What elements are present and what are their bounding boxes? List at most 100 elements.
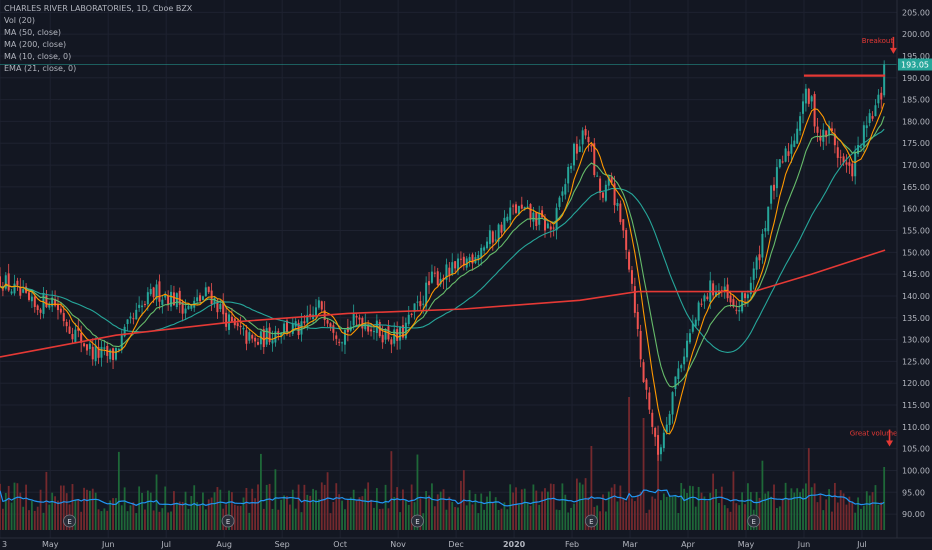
volume-bar — [22, 506, 25, 530]
volume-bar — [590, 446, 593, 530]
candle-body — [512, 205, 515, 207]
x-tick-label: Jun — [101, 540, 115, 549]
candle-body — [642, 362, 645, 382]
volume-bar — [657, 453, 659, 530]
volume-bar — [804, 483, 807, 530]
earnings-marker-label: E — [589, 518, 593, 526]
candle-body — [793, 140, 796, 147]
candle-body — [367, 324, 370, 332]
volume-bar — [549, 483, 552, 530]
volume-bar — [718, 503, 720, 530]
volume-bar — [51, 492, 54, 530]
candle-body — [715, 291, 718, 297]
volume-bar — [497, 509, 500, 530]
volume-bar — [477, 513, 480, 530]
candle-body — [683, 356, 686, 365]
volume-bar — [506, 509, 509, 530]
candle-body — [503, 217, 506, 232]
candle-body — [445, 264, 448, 280]
x-tick-label: Aug — [216, 540, 232, 549]
x-tick-label: Feb — [565, 540, 579, 549]
candle-body — [558, 197, 561, 207]
candle-body — [314, 307, 317, 316]
volume-bar — [117, 451, 120, 530]
volume-bar — [254, 498, 257, 530]
volume-bar — [294, 508, 297, 530]
volume-bar — [338, 494, 341, 530]
candle-body — [65, 321, 68, 327]
candle-body — [352, 313, 355, 326]
candle-body — [857, 145, 860, 155]
volume-ma-line — [0, 489, 885, 507]
candle-body — [396, 329, 399, 341]
volume-bar — [567, 512, 570, 530]
candle-body — [468, 257, 471, 261]
volume-bar — [842, 493, 845, 530]
candle-body — [343, 330, 346, 345]
candle-body — [410, 313, 413, 315]
candle-body — [517, 206, 520, 215]
y-tick-label: 140.00 — [902, 292, 930, 301]
candle-body — [56, 304, 59, 311]
volume-bar — [242, 497, 245, 530]
candle-body — [778, 159, 781, 168]
candle-body — [755, 257, 758, 270]
annotation-layer: Breakout Great volume — [0, 36, 897, 447]
y-tick-label: 95.00 — [902, 488, 925, 497]
volume-bar — [851, 501, 854, 530]
candle-body — [439, 278, 442, 285]
volume-bar — [686, 492, 688, 530]
volume-bar — [868, 495, 871, 530]
candle-body — [770, 185, 773, 204]
candle-body — [555, 207, 558, 231]
candle-body — [393, 329, 396, 344]
x-tick-label: Jul — [856, 540, 867, 549]
candle-body — [326, 320, 329, 324]
candle-body — [651, 412, 654, 427]
volume-bar — [268, 483, 271, 530]
candle-body — [636, 311, 639, 330]
volume-bar — [509, 484, 512, 530]
volume-bar — [636, 494, 639, 530]
volume-bar — [799, 492, 801, 530]
candle-body — [285, 320, 288, 333]
volume-bar — [668, 495, 671, 530]
volume-bar — [813, 483, 816, 530]
volume-bar — [773, 484, 775, 530]
candle-body — [859, 146, 862, 148]
volume-bar — [660, 500, 662, 530]
candle-body — [320, 301, 323, 310]
x-tick-label: May — [738, 540, 755, 549]
volume-bar — [720, 486, 723, 530]
volume-bar — [146, 490, 149, 530]
volume-bar — [523, 488, 526, 530]
candle-body — [129, 316, 132, 319]
candle-body — [141, 305, 144, 308]
candle-body — [480, 247, 483, 259]
candle-body — [184, 308, 187, 314]
volume-bar — [732, 471, 735, 530]
candle-body — [654, 427, 657, 437]
candle-body — [97, 347, 100, 358]
candle-body — [181, 301, 184, 314]
candle-body — [112, 348, 115, 360]
candle-body — [833, 134, 836, 146]
x-tick-label: Nov — [390, 540, 406, 549]
volume-bar — [451, 502, 454, 530]
volume-bar — [845, 504, 848, 530]
volume-bar — [433, 506, 436, 530]
x-tick-label: Sep — [275, 540, 290, 549]
candle-body — [578, 146, 581, 153]
volume-bar — [323, 484, 326, 530]
candle-body — [775, 167, 778, 189]
candle-body — [694, 319, 697, 327]
candle-body — [355, 315, 358, 318]
candle-body — [662, 432, 665, 449]
volume-bar — [538, 504, 541, 530]
candle-body — [738, 310, 741, 312]
candle-body — [575, 143, 578, 154]
candle-body — [117, 348, 120, 351]
candle-body — [801, 101, 804, 114]
